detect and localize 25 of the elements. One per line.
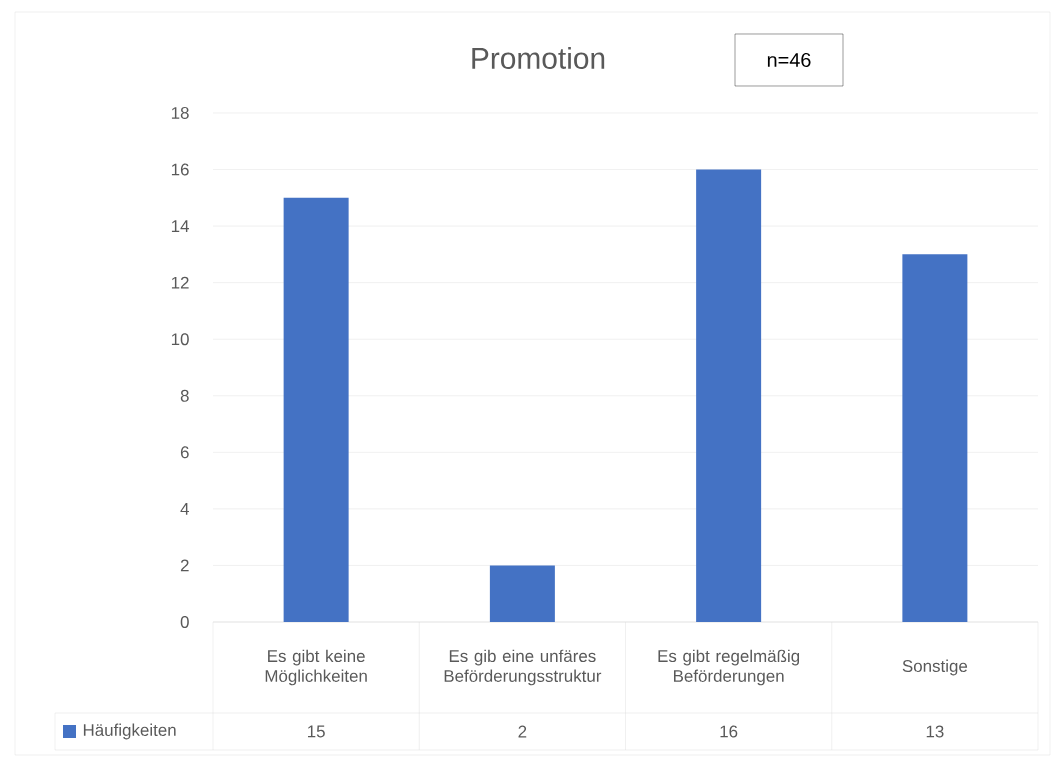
y-tick-label: 2 <box>180 559 189 572</box>
legend-label: Häufigkeiten <box>83 723 176 740</box>
y-tick-label: 16 <box>171 163 189 176</box>
y-tick-label: 6 <box>180 446 189 459</box>
x-tick-label: Es gib eine unfäres Beförderungsstruktur <box>444 649 602 686</box>
x-tick-label: Es gibt keine Möglichkeiten <box>265 649 367 686</box>
data-label: 2 <box>518 725 527 738</box>
chart-title: Promotion <box>472 47 605 69</box>
x-tick-label: Sonstige <box>902 659 968 676</box>
bar <box>902 254 968 622</box>
x-tick-label: Es gibt regelmäßig Beförderungen <box>658 649 800 686</box>
data-label: 15 <box>308 725 325 738</box>
y-tick-label: 18 <box>171 106 189 119</box>
y-tick-label: 0 <box>180 615 189 628</box>
text: n=46 <box>767 52 811 68</box>
y-tick-label: 14 <box>171 220 189 232</box>
bar <box>283 197 349 622</box>
bar <box>696 169 762 622</box>
data-label: 13 <box>926 725 944 738</box>
data-label: 16 <box>720 725 738 738</box>
y-tick-label: 12 <box>171 276 189 289</box>
y-tick-label: 4 <box>180 503 189 515</box>
y-tick-label: 8 <box>180 389 189 402</box>
bar <box>489 565 555 622</box>
y-tick-label: 10 <box>171 333 189 346</box>
